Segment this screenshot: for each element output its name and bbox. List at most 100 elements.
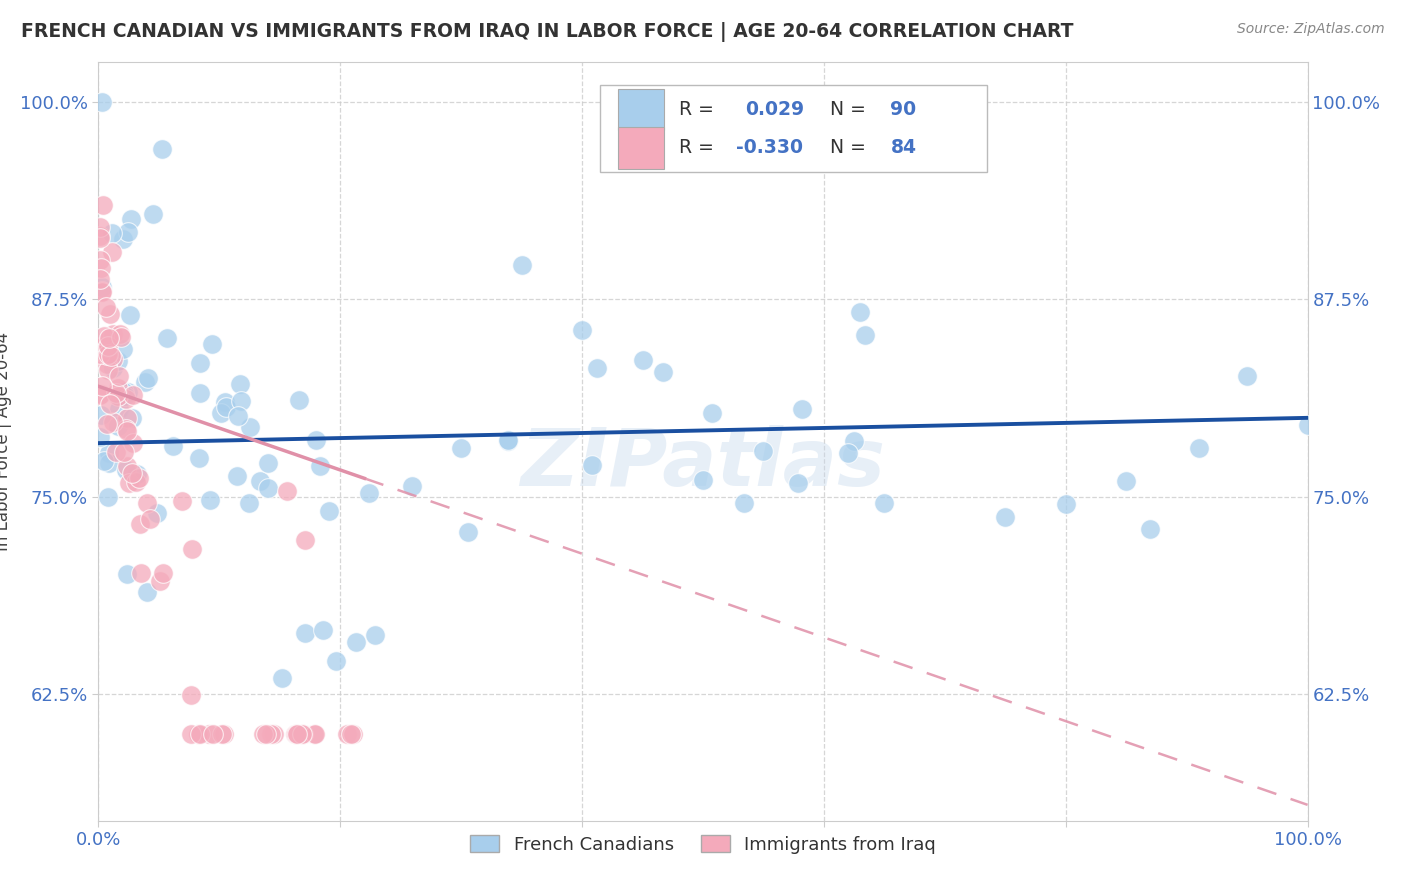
Point [114,421,136,435]
Point [214,400,236,414]
Point [292,727,315,741]
Point [994,510,1017,524]
Point [101,326,124,341]
Point [96,340,118,354]
Point [844,434,866,448]
Point [837,446,859,460]
Point [104,445,127,459]
Point [342,727,364,741]
Point [97,347,120,361]
Point [115,425,138,439]
Point [496,434,519,448]
Point [115,392,138,406]
Point [1054,497,1077,511]
Point [89,347,111,361]
Point [107,381,129,395]
Point [631,352,654,367]
Point [692,473,714,487]
Point [457,525,479,540]
Point [152,142,174,156]
Point [89,430,111,444]
Point [121,436,143,450]
Point [149,574,172,588]
Legend: French Canadians, Immigrants from Iraq: French Canadians, Immigrants from Iraq [463,828,943,861]
Point [359,485,381,500]
Point [188,356,211,370]
Point [89,272,111,286]
Point [115,463,138,477]
Point [128,516,150,531]
Point [89,252,111,267]
Point [211,727,233,741]
Point [89,229,111,244]
Point [270,672,292,686]
Point [1236,369,1258,384]
Point [752,444,775,458]
Point [107,389,129,403]
Text: Source: ZipAtlas.com: Source: ZipAtlas.com [1237,22,1385,37]
Point [114,389,136,403]
Point [152,566,174,580]
Point [90,279,112,293]
Y-axis label: In Labor Force | Age 20-64: In Labor Force | Age 20-64 [0,332,11,551]
Point [202,727,225,741]
Point [209,406,232,420]
Point [336,727,359,741]
Point [226,409,249,424]
Point [89,388,111,402]
Point [586,361,609,376]
Point [90,340,112,354]
Point [450,441,472,455]
Point [120,212,142,227]
Point [853,328,876,343]
Point [90,95,112,109]
Point [134,375,156,389]
Point [90,408,112,422]
Point [180,727,202,741]
Point [97,445,120,459]
Point [291,727,314,741]
Point [91,285,114,299]
Point [89,348,111,362]
Point [231,393,253,408]
Point [294,533,316,548]
Point [571,323,593,337]
Point [100,349,122,363]
Point [107,353,129,368]
Point [115,566,138,581]
Point [180,688,202,702]
Point [115,410,138,425]
Point [108,368,131,383]
Point [238,495,260,509]
Point [249,474,271,488]
Text: FRENCH CANADIAN VS IMMIGRANTS FROM IRAQ IN LABOR FORCE | AGE 20-64 CORRELATION C: FRENCH CANADIAN VS IMMIGRANTS FROM IRAQ … [21,22,1074,42]
Point [121,410,143,425]
Text: R =: R = [679,100,720,120]
Point [90,261,112,276]
Point [98,397,121,411]
Point [257,481,280,495]
Point [498,434,520,449]
Point [651,365,673,379]
Point [111,342,134,356]
Point [101,351,124,366]
Point [129,566,152,580]
FancyBboxPatch shape [600,85,987,172]
Point [90,387,112,401]
Point [276,483,298,498]
Point [294,626,316,640]
Point [790,402,813,417]
Point [101,244,124,259]
Point [363,627,385,641]
Point [340,727,363,741]
Point [121,466,143,480]
Point [91,379,114,393]
Point [311,623,333,637]
Point [107,401,129,416]
Point [226,469,249,483]
Point [187,727,209,741]
Point [344,635,367,649]
Point [305,433,328,447]
Point [510,259,533,273]
Point [93,329,115,343]
